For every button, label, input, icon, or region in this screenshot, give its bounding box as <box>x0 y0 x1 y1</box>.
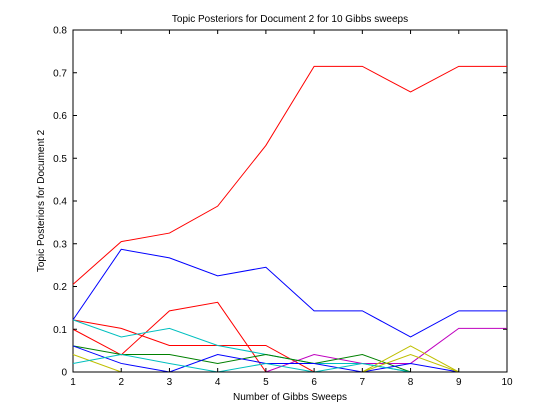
y-tick-label: 0.3 <box>53 239 67 250</box>
x-tick-label: 4 <box>215 377 221 388</box>
x-tick-label: 9 <box>456 377 462 388</box>
series-line-1 <box>72 65 507 285</box>
x-tick-label: 8 <box>408 377 414 388</box>
x-tick-label: 7 <box>360 377 366 388</box>
x-tick-label: 5 <box>263 377 269 388</box>
y-tick-label: 0.6 <box>53 111 67 122</box>
x-tick-label: 10 <box>501 377 513 388</box>
x-tick-label: 6 <box>311 377 317 388</box>
x-tick-label: 1 <box>70 377 76 388</box>
y-tick-label: 0.2 <box>53 282 67 293</box>
y-tick-label: 0.5 <box>53 154 67 165</box>
x-axis-label: Number of Gibbs Sweeps <box>233 392 347 403</box>
y-tick-label: 0.7 <box>53 68 67 79</box>
y-axis-ticks: 0 0.1 0.2 0.3 0.4 0.5 0.6 0.7 0.8 <box>53 26 507 379</box>
series-line-2 <box>72 248 507 338</box>
y-tick-label: 0.4 <box>53 197 67 208</box>
plot-area: 1 2 3 4 5 6 7 8 9 10 0 0.1 0.2 0.3 0.4 0.5 0.6 0.7 0.8 <box>53 26 513 389</box>
y-tick-label: 0 <box>61 368 67 379</box>
series-layer <box>72 65 507 373</box>
plot-frame <box>72 29 508 373</box>
series-line-9 <box>72 345 507 373</box>
x-axis-ticks: 1 2 3 4 5 6 7 8 9 10 <box>70 30 513 388</box>
y-tick-label: 0.8 <box>53 26 67 37</box>
y-tick-label: 0.1 <box>53 325 67 336</box>
chart-title: Topic Posteriors for Document 2 for 10 G… <box>172 14 408 25</box>
x-tick-label: 2 <box>118 377 124 388</box>
y-axis-label: Topic Posteriors for Document 2 <box>36 129 47 272</box>
x-tick-label: 3 <box>167 377 173 388</box>
